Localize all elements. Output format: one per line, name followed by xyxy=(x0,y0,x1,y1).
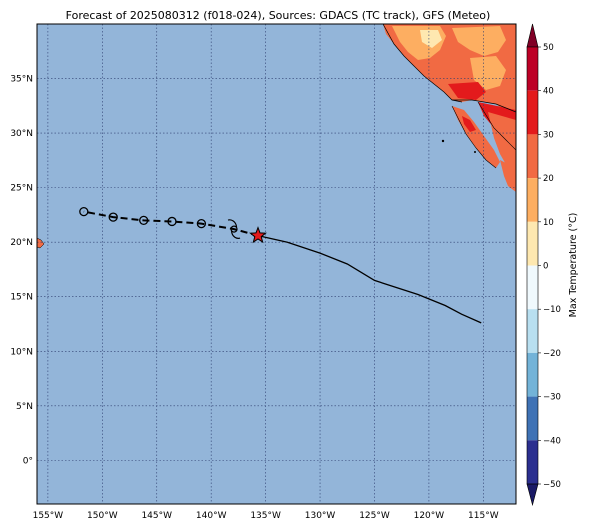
colorbar-band xyxy=(527,221,538,266)
map-frame xyxy=(36,23,517,505)
cyclone-symbol-icon xyxy=(227,219,241,239)
colorbar-label: Max Temperature (°C) xyxy=(568,213,579,318)
lat-tick-label: 20°N xyxy=(10,238,33,248)
past-track-line xyxy=(257,234,482,324)
lat-tick-label: 30°N xyxy=(10,129,33,139)
colorbar-tick-label: −40 xyxy=(543,436,561,446)
latitude-tick-labels: 35°N 30°N 25°N 20°N 15°N 10°N 5°N 0° xyxy=(10,75,33,467)
lat-tick-label: 35°N xyxy=(10,75,33,85)
ocean xyxy=(37,24,516,504)
colorbar-band xyxy=(527,352,538,397)
lon-tick-label: 135°W xyxy=(250,511,281,521)
colorbar-tick-label: −20 xyxy=(543,349,561,359)
lon-tick-label: 120°W xyxy=(414,511,445,521)
forecast-position-marker xyxy=(196,218,207,229)
land-mexico-us xyxy=(382,24,516,192)
forecast-position-marker xyxy=(167,216,177,227)
forecast-track-line xyxy=(83,210,259,237)
colorbar-band xyxy=(527,440,538,484)
forecast-position-marker xyxy=(139,215,149,226)
lat-tick-label: 10°N xyxy=(10,347,33,357)
colorbar-tick-label: 40 xyxy=(543,87,554,97)
colorbar-tick-label: −50 xyxy=(543,480,561,490)
map-panel xyxy=(37,24,516,504)
lat-tick-label: 5°N xyxy=(16,402,33,412)
colorbar-tick-label: −30 xyxy=(543,393,561,403)
colorbar-tick-label: 50 xyxy=(543,43,554,53)
lon-tick-label: 150°W xyxy=(87,511,118,521)
colorbar-band xyxy=(527,90,538,135)
colorbar-tick-label: 20 xyxy=(543,174,554,184)
colorbar-tick-label: 0 xyxy=(543,262,548,272)
forecast-position-marker xyxy=(108,212,118,222)
colorbar: 50 40 30 20 10 0 −10 −20 −30 −40 −50 Max Temperatu… xyxy=(526,23,579,507)
figure-title: Forecast of 2025080312 (f018-024), Sourc… xyxy=(66,9,491,22)
lon-tick-label: 130°W xyxy=(305,511,336,521)
colorbar-lower-extend xyxy=(526,483,539,507)
lon-tick-label: 155°W xyxy=(33,511,64,521)
graticule xyxy=(37,24,516,504)
colorbar-band xyxy=(527,178,538,222)
colorbar-tick-label: 30 xyxy=(543,130,554,140)
land-hawaii xyxy=(37,237,45,249)
forecast-position-marker xyxy=(79,206,89,217)
lat-tick-label: 25°N xyxy=(10,184,33,194)
colorbar-upper-extend xyxy=(526,23,539,48)
lat-tick-label: 0° xyxy=(23,456,33,466)
lon-tick-label: 145°W xyxy=(141,511,172,521)
colorbar-tick-label: −10 xyxy=(543,305,561,315)
lon-tick-label: 140°W xyxy=(196,511,227,521)
colorbar-band xyxy=(527,265,538,310)
colorbar-tick-label: 10 xyxy=(543,218,554,228)
current-position-star-icon xyxy=(249,226,267,244)
lon-tick-label: 115°W xyxy=(468,511,499,521)
longitude-tick-labels: 155°W 150°W 145°W 140°W 135°W 130°W 125°W 120°W… xyxy=(33,511,499,521)
colorbar-band xyxy=(527,396,538,441)
lat-tick-label: 15°N xyxy=(10,293,33,303)
colorbar-band xyxy=(527,134,538,179)
cyclone-track xyxy=(79,206,482,324)
colorbar-band xyxy=(527,309,538,353)
colorbar-band xyxy=(527,47,538,91)
lon-tick-label: 125°W xyxy=(359,511,390,521)
